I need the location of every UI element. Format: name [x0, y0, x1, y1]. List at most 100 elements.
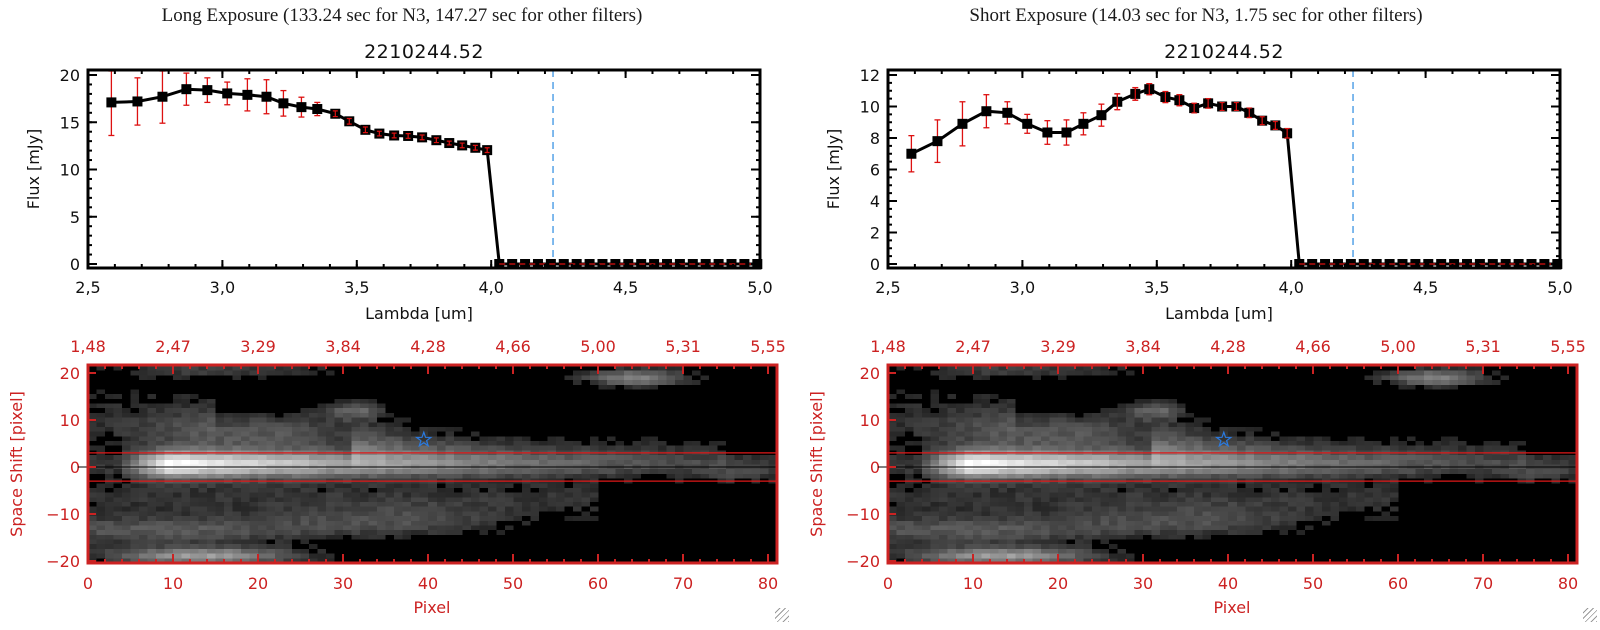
shift-tick-label: 0	[70, 458, 80, 477]
lambda-tick-label: 5,55	[1550, 337, 1586, 356]
y-tick-label: 8	[870, 129, 880, 148]
lambda-tick-label: 2,47	[955, 337, 991, 356]
data-point	[1461, 259, 1472, 269]
data-point	[1332, 259, 1343, 269]
error-bar-overlay	[1284, 127, 1290, 139]
data-point	[906, 148, 917, 159]
y-tick-label: 10	[860, 98, 880, 117]
shift-axis-label: Space Shift [pixel]	[807, 391, 826, 537]
long-exposure-spectral-image	[88, 366, 777, 563]
y-tick-label: 10	[60, 161, 80, 180]
shift-axis-label: Space Shift [pixel]	[7, 391, 26, 537]
x-tick-label: 2,5	[875, 278, 900, 297]
data-point	[157, 91, 168, 102]
error-bar-overlay	[391, 132, 397, 139]
error-bar-overlay	[1205, 98, 1211, 109]
x-tick-label: 4,5	[613, 278, 638, 297]
error-bar-overlay	[1191, 102, 1197, 114]
x-tick-label: 5,0	[1547, 278, 1572, 297]
y-tick-label: 20	[60, 66, 80, 85]
error-bar-overlay	[1114, 93, 1120, 111]
pixel-tick-label: 40	[1218, 574, 1238, 593]
data-point	[532, 259, 543, 269]
x-tick-label: 5,0	[747, 278, 772, 297]
lambda-tick-label: 3,29	[240, 337, 276, 356]
pixel-tick-label: 10	[963, 574, 983, 593]
y-tick-label: 0	[70, 255, 80, 274]
resize-grip-right[interactable]	[1583, 608, 1597, 622]
lambda-tick-label: 5,31	[665, 337, 701, 356]
pixel-tick-label: 50	[503, 574, 523, 593]
data-point	[610, 259, 621, 269]
long-exposure-spectrum-plot: 2,5 3,0 3,5 4,0 4,5 5,0 0 5 10 15 20 Lambda [um] Flu…	[24, 66, 773, 323]
lambda-tick-label: 1,48	[870, 337, 906, 356]
lambda-tick-label: 5,00	[580, 337, 616, 356]
data-point	[1022, 118, 1033, 129]
data-point	[957, 118, 968, 129]
data-point	[261, 91, 272, 102]
pixel-tick-label: 70	[673, 574, 693, 593]
x-tick-label: 2,5	[75, 278, 100, 297]
shift-tick-label: −20	[46, 552, 80, 571]
error-bar-overlay	[446, 140, 452, 146]
x-tick-label: 4,5	[1413, 278, 1438, 297]
error-bar-overlay	[1233, 101, 1239, 112]
shift-tick-label: 10	[60, 411, 80, 430]
error-bar-overlay	[405, 132, 411, 139]
data-point	[661, 259, 672, 269]
pixel-tick-label: 0	[83, 574, 93, 593]
y-tick-label: 0	[870, 255, 880, 274]
shift-tick-label: −10	[46, 505, 80, 524]
lambda-tick-label: 5,55	[750, 337, 786, 356]
data-point	[623, 259, 634, 269]
y-axis-label: Flux [mJy]	[24, 129, 43, 210]
data-point	[1096, 110, 1107, 121]
data-point	[222, 88, 233, 99]
y-tick-label: 6	[870, 161, 880, 180]
data-point	[571, 259, 582, 269]
pixel-tick-label: 60	[588, 574, 608, 593]
short-exposure-image-axes: 0 1,48 10 2,47 20 3,29 30 3,84 40 4,28 50 4,66 60 5,0…	[807, 337, 1586, 617]
lambda-tick-label: 5,31	[1465, 337, 1501, 356]
y-tick-label: 15	[60, 113, 80, 132]
data-point	[1513, 259, 1524, 269]
error-bar-overlay	[362, 126, 368, 134]
lambda-tick-label: 4,28	[1210, 337, 1246, 356]
pixel-tick-label: 20	[1048, 574, 1068, 593]
data-point	[181, 84, 192, 95]
error-bar-overlay	[1246, 107, 1252, 119]
data-point	[106, 97, 117, 108]
long-spectrum-title: 2210244.52	[364, 41, 484, 63]
lambda-tick-label: 2,47	[155, 337, 191, 356]
data-point	[1371, 259, 1382, 269]
pixel-tick-label: 40	[418, 574, 438, 593]
error-bar-overlay	[472, 144, 478, 151]
error-bar-overlay	[1219, 101, 1225, 112]
data-point	[132, 96, 143, 107]
x-tick-label: 3,0	[210, 278, 235, 297]
short-exposure-spectral-image	[888, 366, 1577, 563]
pixel-tick-label: 0	[883, 574, 893, 593]
pixel-tick-label: 80	[1558, 574, 1578, 593]
x-tick-label: 3,0	[1010, 278, 1035, 297]
lambda-tick-label: 3,29	[1040, 337, 1076, 356]
data-point	[1042, 127, 1053, 138]
x-tick-label: 4,0	[1278, 278, 1303, 297]
pixel-tick-label: 70	[1473, 574, 1493, 593]
flux-line	[111, 87, 758, 266]
lambda-tick-label: 5,00	[1380, 337, 1416, 356]
resize-grip-left[interactable]	[775, 608, 789, 622]
lambda-tick-label: 4,66	[1295, 337, 1331, 356]
pixel-tick-label: 10	[163, 574, 183, 593]
plot-frame	[886, 68, 1562, 270]
error-bar-overlay	[1272, 120, 1278, 130]
y-tick-label: 5	[70, 208, 80, 227]
data-point	[1002, 107, 1013, 118]
y-tick-label: 2	[870, 224, 880, 243]
short-exposure-spectrum-plot: 2,5 3,0 3,5 4,0 4,5 5,0 0 2 4 6 8 10 12 Lambda [um] Fl…	[824, 66, 1573, 323]
shift-tick-label: 0	[870, 458, 880, 477]
error-bar-overlay	[1132, 87, 1138, 101]
data-point	[1078, 118, 1089, 129]
error-bar-overlay	[1146, 83, 1152, 96]
